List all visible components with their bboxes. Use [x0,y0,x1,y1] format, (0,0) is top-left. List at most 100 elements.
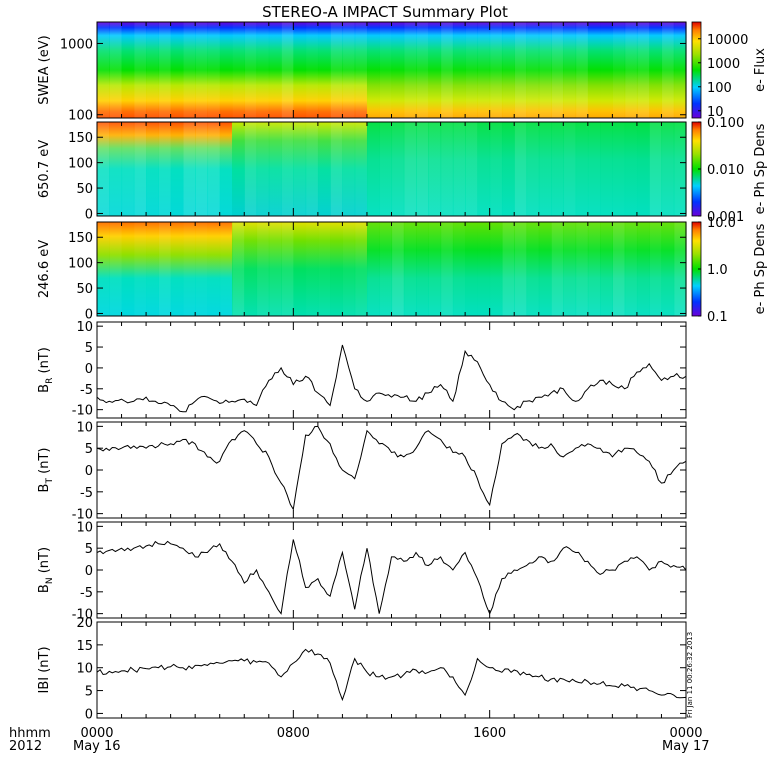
colorbar-tick-label: 0.1 [707,310,728,325]
y-tick-label: 20 [76,616,93,631]
heatmap-column [354,222,368,316]
heatmap-column [514,122,528,216]
heatmap-column [207,22,221,118]
heatmap-column [612,222,626,316]
heatmap-column [121,22,135,118]
heatmap-column [146,222,159,316]
y-tick-label: 0 [85,707,93,722]
heatmap-column [538,122,552,216]
x-date-left: May 16 [73,739,121,754]
heatmap-column [501,222,515,316]
heatmap-column [121,222,135,316]
y-tick-label: 150 [68,231,93,246]
colorbar-pad650: 0.100 0.010 0.001 e- Ph Sp Dens [691,116,768,225]
heatmap-column [600,122,613,216]
y-axis-label: IBI (nT) [37,646,52,693]
heatmap-column [170,222,184,316]
y-axis-label: 650.7 eV [37,140,52,198]
plot-title: STEREO-A IMPACT Summary Plot [262,3,508,21]
heatmap-column [330,22,344,118]
y-tick-label: 5 [85,442,93,457]
heatmap-column [465,22,478,118]
colorbar-label: e- Ph Sp Dens [753,123,768,214]
heatmap-column [477,122,491,216]
heatmap-column [440,22,454,118]
heatmap-column [661,22,675,118]
heatmap-column [195,122,209,216]
heatmap-column [207,122,221,216]
panel-bt: 10 5 0 -5 -10 BT (nT) [37,420,687,523]
heatmap-column [673,222,687,316]
heatmap-column [379,222,393,316]
heatmap-column [293,222,307,316]
heatmap-column [477,222,491,316]
heatmap-column [452,122,466,216]
heatmap-column [256,222,270,316]
y-tick-label: 0 [85,207,93,222]
heatmap-column [440,222,454,316]
heatmap-column [526,122,540,216]
panel-pad246: 150 100 50 0 246.6 eV [37,221,687,322]
heatmap-column [366,22,380,118]
heatmap-column [330,222,344,316]
heatmap-column [379,22,393,118]
colorbar-tick-label: 0.010 [707,163,744,178]
heatmap-column [391,22,405,118]
heatmap-column [489,22,503,118]
heatmap-column [158,22,172,118]
timestamp-stamp: Fri Jan 11 00:26:32 2013 [686,632,694,718]
y-tick-label: -10 [72,404,93,419]
heatmap-column [551,122,564,216]
heatmap-column [121,122,135,216]
heatmap-column [317,122,331,216]
panel-swea: 1000 100 SWEA (eV) [37,21,687,124]
heatmap-column [587,22,601,118]
heatmap-column [256,22,270,118]
heatmap-column [538,22,552,118]
heatmap-column [587,122,601,216]
heatmap-column [600,22,613,118]
heatmap-column [354,22,368,118]
panel-frame [96,421,687,519]
y-tick-label: 1000 [60,37,93,52]
x-tick-label: 0000 [80,726,113,741]
heatmap-column [342,22,356,118]
heatmap-column [146,122,159,216]
x-row-label: hhmm [9,726,51,741]
panel-frame [96,521,687,619]
heatmap-column [649,122,663,216]
x-tick-label: 0000 [669,726,702,741]
y-tick-label: -5 [80,486,93,501]
colorbar-swea: 10000 1000 100 10 e- Flux [691,21,768,120]
heatmap-column [305,122,319,216]
heatmap-column [133,22,147,118]
heatmap-column [244,122,258,216]
y-tick-label: -10 [72,608,93,623]
heatmap-column [244,22,258,118]
heatmap-column [551,222,564,316]
heatmap-column [182,22,196,118]
y-tick-label: 50 [76,282,93,297]
y-axis-label: BT (nT) [37,448,55,493]
heatmap-column [428,122,442,216]
heatmap-column [281,22,294,118]
heatmap-column [416,22,429,118]
heatmap-column [452,22,466,118]
heatmap-column [354,122,368,216]
heatmap-column [317,222,331,316]
x-tick-label: 1600 [473,726,506,741]
heatmap-column [649,22,663,118]
heatmap-column [207,222,221,316]
heatmap-column [219,22,233,118]
heatmap-column [636,122,650,216]
series-line-bt [97,425,686,511]
heatmap-column [97,22,110,118]
heatmap-column [514,222,528,316]
heatmap-column [538,222,552,316]
y-tick-label: 5 [85,341,93,356]
heatmap-column [158,122,172,216]
y-axis-label: 246.6 eV [37,240,52,298]
x-year-label: 2012 [9,739,42,754]
heatmap-column [526,22,540,118]
heatmap-column [428,222,442,316]
